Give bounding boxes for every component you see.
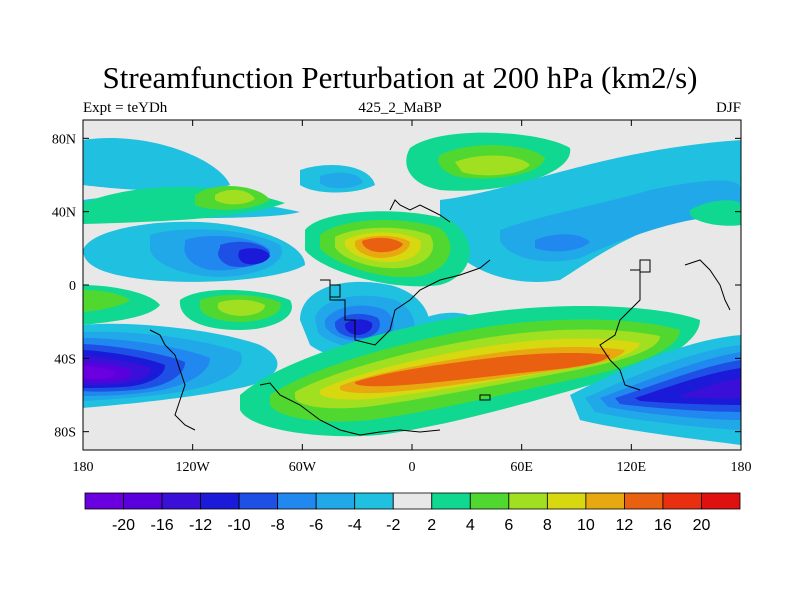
coastlines [149, 199, 731, 436]
contour-blob [455, 155, 530, 176]
colorbar: -20 -16 -12 -10 -8 -6 -4 -2 2 4 6 8 10 12 16 20 [84, 492, 741, 534]
x-tick-label: 120W [176, 460, 211, 475]
contour-blob [83, 138, 230, 191]
contour-blob [83, 290, 130, 312]
colorbar-label: 16 [654, 517, 672, 534]
contour-blob [690, 200, 741, 226]
y-tick-label: 40S [54, 352, 76, 367]
x-axis: 180 120W 60W 0 60E 120E 180 [73, 120, 752, 475]
contour-blob [362, 237, 403, 253]
y-tick-label: 80N [52, 132, 76, 147]
contour-blob [217, 299, 265, 316]
x-tick-label: 180 [731, 460, 752, 475]
season-label: DJF [715, 100, 741, 116]
colorbar-segment [662, 492, 702, 510]
y-tick-label: 80S [54, 426, 76, 441]
colorbar-label: 8 [543, 517, 552, 534]
colorbar-segment [546, 492, 587, 510]
colorbar-label: 2 [427, 517, 436, 534]
colorbar-segment [277, 492, 317, 510]
colorbar-label: -2 [386, 517, 400, 534]
x-tick-label: 60E [510, 460, 533, 475]
colorbar-segment [431, 492, 471, 510]
y-tick-label: 0 [69, 279, 76, 294]
y-axis: 80N 40N 0 40S 80S [52, 132, 741, 441]
colorbar-label: 6 [504, 517, 513, 534]
colorbar-label: -8 [271, 517, 285, 534]
colorbar-segment [508, 492, 548, 510]
colorbar-label: 12 [616, 517, 634, 534]
case-label: 425_2_MaBP [358, 100, 442, 116]
contour-field [83, 132, 741, 445]
colorbar-segment [585, 492, 625, 510]
colorbar-segment [392, 492, 433, 510]
contour-blob [83, 366, 116, 379]
colorbar-segment [200, 492, 240, 510]
colorbar-segment [469, 492, 510, 510]
contour-blob [238, 248, 270, 265]
colorbar-label: -12 [189, 517, 212, 534]
x-tick-label: 120E [617, 460, 647, 475]
colorbar-label: -20 [112, 517, 135, 534]
colorbar-label: 10 [577, 517, 595, 534]
colorbar-segment [354, 492, 394, 510]
x-tick-label: 60W [289, 460, 317, 475]
colorbar-label: -10 [228, 517, 251, 534]
colorbar-label: 20 [693, 517, 711, 534]
colorbar-label: -6 [309, 517, 323, 534]
contour-blob [680, 378, 741, 399]
colorbar-segment [238, 492, 279, 510]
colorbar-label: -4 [348, 517, 362, 534]
experiment-label: Expt = teYDh [83, 100, 168, 116]
contour-blob [344, 319, 373, 335]
colorbar-label: 4 [466, 517, 475, 534]
x-tick-label: 180 [73, 460, 94, 475]
y-tick-label: 40N [52, 206, 76, 221]
colorbar-segment [161, 492, 201, 510]
colorbar-label: -16 [150, 517, 173, 534]
contour-blob [320, 172, 363, 189]
colorbar-segment [701, 492, 741, 510]
chart-title: Streamfunction Perturbation at 200 hPa (… [102, 60, 698, 95]
colorbar-segment [315, 492, 356, 510]
contour-blob [535, 234, 590, 252]
colorbar-segment [624, 492, 664, 510]
colorbar-segment [123, 492, 163, 510]
colorbar-segment [84, 492, 124, 510]
x-tick-label: 0 [409, 460, 416, 475]
contour-blob [355, 352, 610, 387]
contour-blob [215, 189, 255, 205]
